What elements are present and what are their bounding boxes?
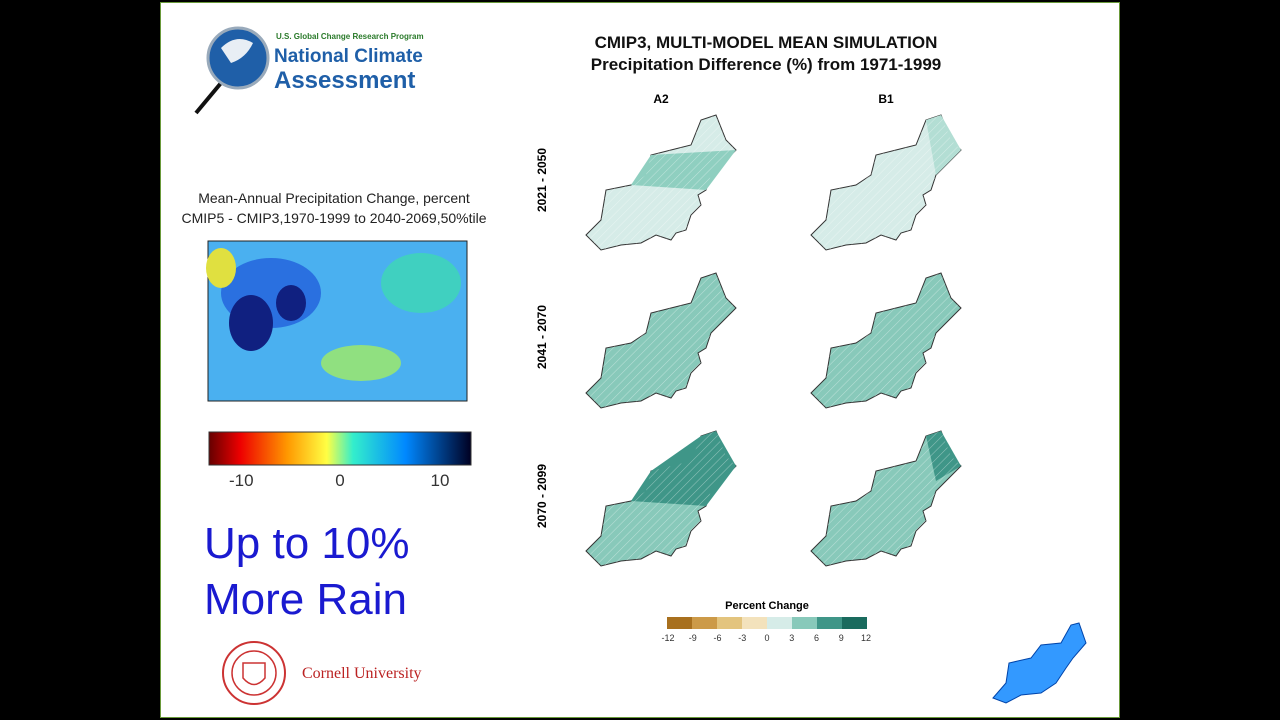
- headline-1: Up to 10%: [204, 519, 410, 568]
- legend-title: Percent Change: [725, 600, 809, 612]
- legend-swatches: [667, 617, 867, 629]
- logo-line2: Assessment: [274, 67, 416, 94]
- column-label: B1: [878, 92, 894, 106]
- graphics: [194, 26, 1087, 705]
- logo-line1: National Climate: [274, 46, 423, 67]
- colorbar-tick-label: -10: [229, 471, 254, 490]
- panel-subtitle: Precipitation Difference (%) from 1971-1…: [590, 55, 942, 74]
- us-map: [206, 240, 468, 402]
- logo-graphic: [194, 26, 270, 115]
- legend-tick-label: 3: [789, 633, 795, 643]
- legend-tick-label: -9: [688, 633, 697, 643]
- colorbar-ticks: -10 0 10: [229, 471, 451, 491]
- headline-2: More Rain: [204, 575, 407, 624]
- cornell-seal: [222, 641, 286, 705]
- row-label: 2021 - 2050: [535, 147, 549, 213]
- legend-tick-label: 9: [838, 633, 844, 643]
- legend-tick-label: -12: [661, 633, 675, 643]
- row-label: 2070 - 2099: [535, 463, 549, 529]
- institution: Cornell University: [302, 665, 422, 682]
- legend-tick-label: 6: [813, 633, 819, 643]
- logo-program: U.S. Global Change Research Program: [276, 32, 424, 41]
- legend-ticks: -12 -9 -6 -3 0 3 6 9 12: [657, 633, 877, 643]
- legend-tick-label: 0: [764, 633, 770, 643]
- map-subtitle: CMIP5 - CMIP3,1970-1999 to 2040-2069,50%…: [181, 210, 487, 226]
- legend-tick-label: -6: [713, 633, 722, 643]
- region-icon: [992, 622, 1087, 704]
- legend-tick-label: -3: [738, 633, 747, 643]
- legend-tick-label: 12: [860, 633, 871, 643]
- column-label: A2: [653, 92, 669, 106]
- map-title: Mean-Annual Precipitation Change, percen…: [198, 190, 470, 206]
- colorbar-tick-label: 10: [430, 471, 450, 490]
- colorbar-tick-label: 0: [335, 471, 345, 490]
- ne-maps: [585, 114, 962, 567]
- colorbar: [208, 431, 472, 466]
- row-label: 2041 - 2070: [535, 304, 549, 370]
- slide: U.S. Global Change Research Program Nati…: [160, 2, 1120, 718]
- panel-title: CMIP3, MULTI-MODEL MEAN SIMULATION: [594, 33, 938, 52]
